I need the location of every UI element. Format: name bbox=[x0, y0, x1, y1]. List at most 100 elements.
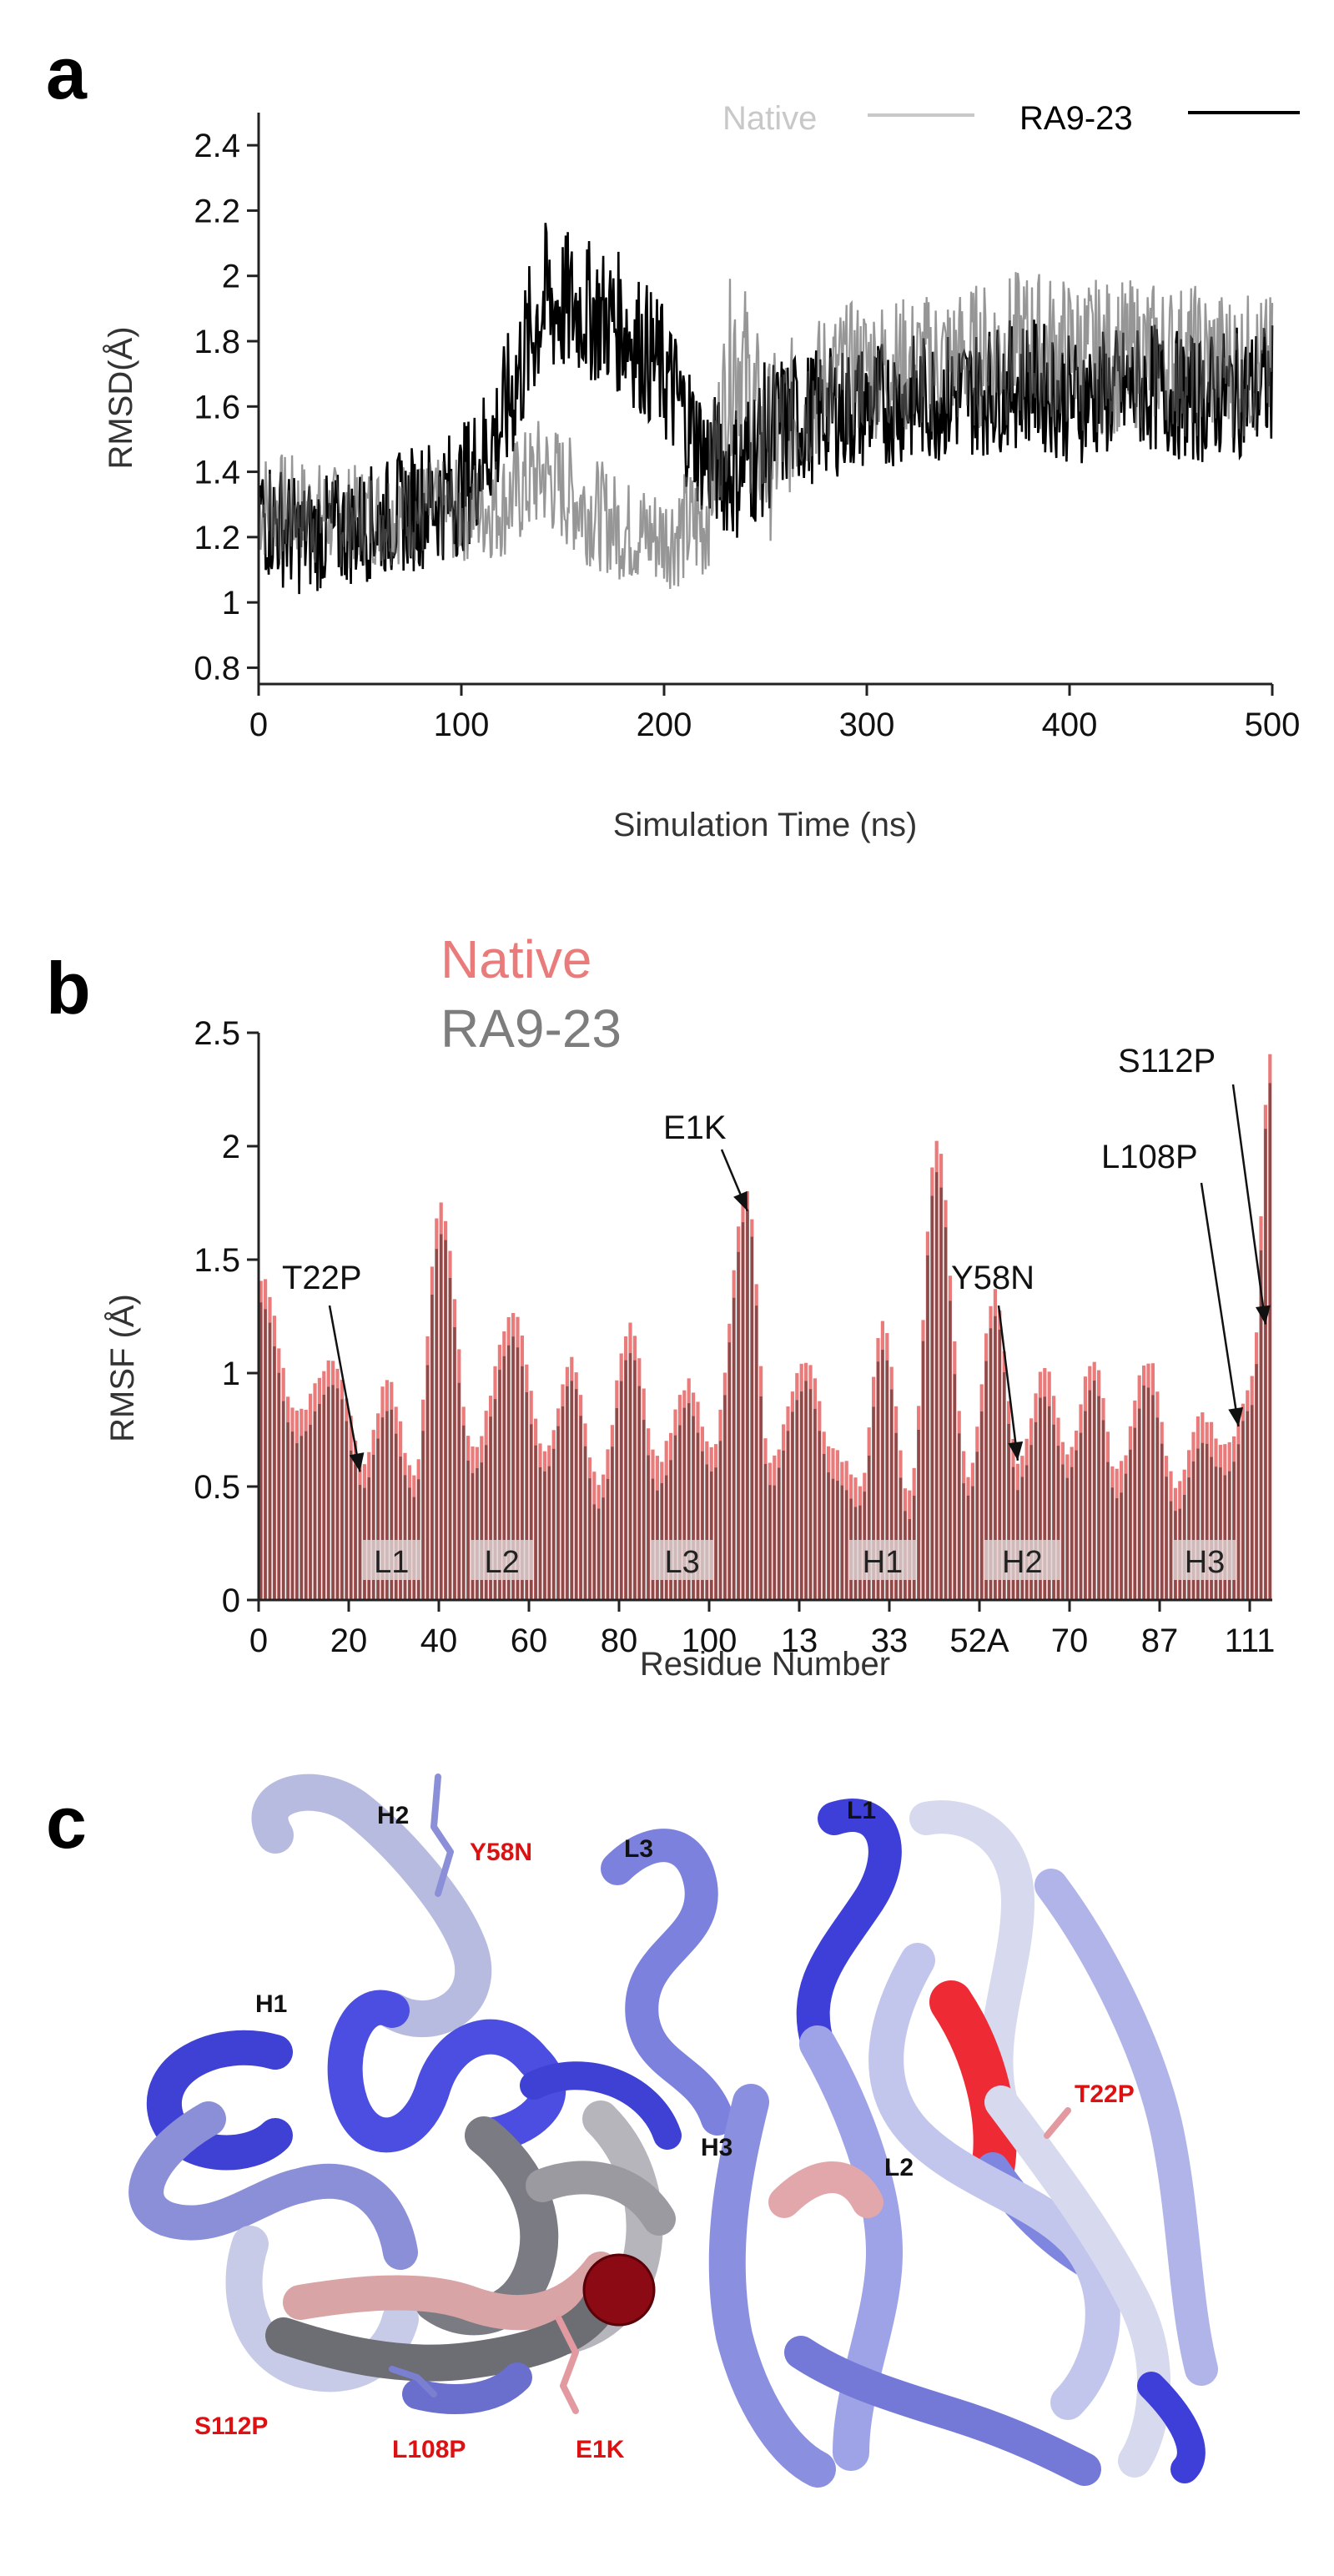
rmsf-bar-ra9-23 bbox=[836, 1481, 839, 1600]
rmsf-bar-ra9-23 bbox=[606, 1478, 610, 1600]
n-terminus-sphere bbox=[582, 2253, 656, 2327]
rmsf-bar-ra9-23 bbox=[372, 1454, 375, 1600]
rmsf-bar-ra9-23 bbox=[984, 1361, 988, 1600]
rmsf-bar-ra9-23 bbox=[1052, 1424, 1055, 1600]
rmsf-bar-ra9-23 bbox=[1101, 1420, 1105, 1600]
rmsf-bar-ra9-23 bbox=[732, 1297, 736, 1600]
rmsf-bar-ra9-23 bbox=[570, 1381, 573, 1600]
panel-b-label: b bbox=[46, 947, 91, 1029]
rmsf-bar-ra9-23 bbox=[1259, 1250, 1263, 1600]
rmsf-bar-ra9-23 bbox=[759, 1396, 763, 1600]
rmsf-bar-ra9-23 bbox=[701, 1451, 704, 1600]
rmsf-bar-ra9-23 bbox=[331, 1385, 335, 1600]
rmsf-bar-ra9-23 bbox=[358, 1485, 362, 1600]
rmsf-x-tick-label: 80 bbox=[601, 1623, 638, 1659]
rmsf-bar-ra9-23 bbox=[1079, 1432, 1083, 1600]
rmsf-bar-ra9-23 bbox=[538, 1467, 542, 1600]
rmsf-bar-ra9-23 bbox=[1115, 1497, 1119, 1600]
rmsf-bar-ra9-23 bbox=[480, 1462, 483, 1600]
rmsf-bar-ra9-23 bbox=[1025, 1465, 1029, 1600]
rmsf-bar-ra9-23 bbox=[1201, 1442, 1204, 1600]
tube-blue-bottom bbox=[402, 2362, 532, 2414]
rmsf-bar-ra9-23 bbox=[561, 1406, 565, 1600]
rmsf-bar-ra9-23 bbox=[290, 1431, 294, 1600]
rmsf-bar-ra9-23 bbox=[1251, 1405, 1254, 1600]
rmsf-bar-ra9-23 bbox=[705, 1464, 708, 1600]
rmsf-bar-ra9-23 bbox=[1246, 1411, 1249, 1600]
tube-l1-loop bbox=[796, 1799, 902, 2060]
rmsf-bar-ra9-23 bbox=[687, 1403, 691, 1600]
rmsf-bar-ra9-23 bbox=[399, 1457, 402, 1600]
rmsf-bar-ra9-23 bbox=[958, 1433, 961, 1600]
rmsd-x-tick-label: 200 bbox=[637, 707, 692, 743]
rmsf-bar-ra9-23 bbox=[1065, 1477, 1069, 1600]
rmsf-bar-ra9-23 bbox=[602, 1497, 605, 1600]
rmsf-bar-ra9-23 bbox=[588, 1478, 591, 1600]
side-chain-e1k bbox=[556, 2316, 579, 2414]
rmsd-y-ticks: 0.8 1 1.2 1.4 1.6 1.8 2 2.2 2.4 bbox=[194, 128, 259, 687]
rmsf-bar-ra9-23 bbox=[525, 1391, 528, 1600]
rmsf-bar-ra9-23 bbox=[813, 1408, 817, 1600]
rmsf-bar-ra9-23 bbox=[1165, 1477, 1168, 1600]
rmsf-bar-ra9-23 bbox=[1146, 1387, 1150, 1600]
cdr-region-label: L1 bbox=[374, 1545, 409, 1580]
rmsd-x-tick-label: 300 bbox=[839, 707, 895, 743]
label-h2: H2 bbox=[377, 1802, 409, 1829]
rmsf-x-tick-label: 20 bbox=[330, 1623, 368, 1659]
rmsf-bar-ra9-23 bbox=[1138, 1408, 1141, 1600]
rmsf-x-ticks: 0 20 40 60 80 100 13 33 52A 70 87 111 bbox=[249, 1600, 1275, 1659]
rmsf-bar-ra9-23 bbox=[845, 1490, 848, 1600]
rmsf-bar-ra9-23 bbox=[1011, 1467, 1015, 1600]
rmsf-bar-ra9-23 bbox=[1020, 1477, 1024, 1600]
rmsf-bar-ra9-23 bbox=[1003, 1372, 1006, 1600]
rmsf-bar-ra9-23 bbox=[966, 1495, 970, 1600]
rmsf-bar-ra9-23 bbox=[534, 1445, 537, 1600]
rmsf-bar-ra9-23 bbox=[962, 1483, 965, 1600]
tube-light-bottom bbox=[784, 2336, 1101, 2486]
rmsf-bar-ra9-23 bbox=[831, 1478, 835, 1600]
rmsf-bar-ra9-23 bbox=[516, 1347, 520, 1600]
cdr-region-highlight bbox=[984, 1540, 1061, 1580]
rmsf-bar-ra9-23 bbox=[273, 1346, 276, 1600]
rmsf-bar-ra9-23 bbox=[335, 1388, 340, 1600]
rmsf-bar-ra9-23 bbox=[1043, 1396, 1046, 1600]
rmsf-bar-ra9-23 bbox=[421, 1431, 425, 1600]
panel-a-label: a bbox=[46, 32, 88, 114]
rmsd-series-group bbox=[257, 223, 1274, 595]
rmsf-bar-ra9-23 bbox=[868, 1455, 871, 1600]
rmsf-bar-ra9-23 bbox=[953, 1374, 956, 1600]
rmsf-bar-ra9-23 bbox=[485, 1445, 488, 1600]
rmsf-bar-ra9-23 bbox=[718, 1441, 722, 1600]
rmsf-bar-ra9-23 bbox=[949, 1301, 952, 1600]
mutation-label: T22P bbox=[282, 1260, 362, 1296]
label-l3: L3 bbox=[624, 1835, 653, 1863]
cdr-region-label: L3 bbox=[664, 1545, 699, 1580]
rmsf-bar-ra9-23 bbox=[1255, 1364, 1258, 1600]
rmsf-bar-ra9-23 bbox=[579, 1416, 582, 1600]
rmsf-bar-ra9-23 bbox=[894, 1432, 898, 1600]
rmsf-bar-ra9-23 bbox=[1191, 1462, 1196, 1600]
rmsf-bar-ra9-23 bbox=[295, 1443, 299, 1600]
rmsf-bar-ra9-23 bbox=[682, 1407, 686, 1600]
rmsf-bar-ra9-23 bbox=[975, 1452, 979, 1600]
rmsf-bar-ra9-23 bbox=[872, 1406, 875, 1600]
rmsf-bar-ra9-23 bbox=[763, 1463, 768, 1600]
mutation-label: E1K bbox=[663, 1109, 727, 1146]
rmsf-x-label: Residue Number bbox=[640, 1646, 890, 1683]
rmsf-bar-ra9-23 bbox=[444, 1240, 447, 1600]
rmsf-bar-ra9-23 bbox=[998, 1329, 1001, 1600]
rmsf-bar-ra9-23 bbox=[899, 1477, 903, 1600]
tube-dark-end bbox=[1137, 2372, 1206, 2483]
rmsf-bar-ra9-23 bbox=[989, 1328, 993, 1600]
rmsf-bar-ra9-23 bbox=[737, 1251, 740, 1600]
rmsd-x-tick-label: 500 bbox=[1245, 707, 1301, 743]
rmsf-x-tick-label: 60 bbox=[511, 1623, 548, 1659]
rmsf-bar-ra9-23 bbox=[511, 1336, 515, 1600]
rmsf-bar-ra9-23 bbox=[823, 1453, 826, 1600]
rmsf-x-tick-label: 70 bbox=[1051, 1623, 1089, 1659]
rmsf-bar-ra9-23 bbox=[692, 1416, 695, 1600]
rmsf-bar-ra9-23 bbox=[782, 1450, 785, 1600]
rmsf-bar-ra9-23 bbox=[1124, 1473, 1128, 1600]
legend-native-text: Native bbox=[722, 100, 817, 137]
rmsf-bar-ra9-23 bbox=[818, 1431, 821, 1600]
